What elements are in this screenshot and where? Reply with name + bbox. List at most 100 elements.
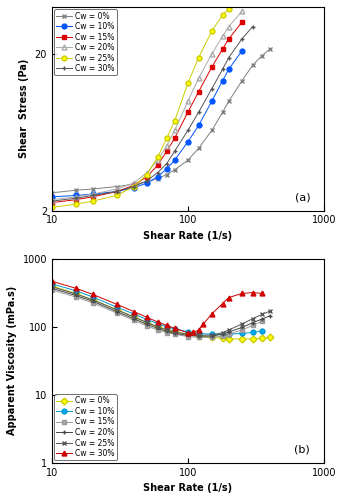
Cw = 30%	[251, 290, 255, 296]
Cw = 30%	[240, 290, 244, 296]
Cw = 30%	[197, 110, 201, 116]
Cw = 10%	[173, 157, 177, 163]
Cw = 20%	[210, 333, 214, 339]
Cw = 30%	[210, 86, 214, 92]
Cw = 0%	[74, 187, 78, 193]
Cw = 25%	[173, 118, 177, 124]
Cw = 10%	[260, 328, 264, 334]
Cw = 15%	[145, 323, 149, 329]
Cw = 15%	[210, 64, 214, 70]
Cw = 10%	[240, 48, 244, 54]
Cw = 20%	[91, 191, 95, 197]
Cw = 20%	[240, 8, 244, 14]
Cw = 0%	[91, 186, 95, 192]
Cw = 20%	[221, 331, 225, 337]
Cw = 10%	[186, 139, 190, 145]
Cw = 0%	[50, 283, 54, 289]
Cw = 30%	[221, 66, 225, 72]
Cw = 25%	[156, 154, 160, 160]
Cw = 20%	[156, 157, 160, 163]
Cw = 10%	[173, 326, 177, 332]
Line: Cw = 10%: Cw = 10%	[49, 282, 264, 337]
Cw = 25%	[186, 331, 190, 337]
Cw = 30%	[251, 24, 255, 30]
Cw = 30%	[91, 292, 95, 298]
Cw = 25%	[268, 308, 272, 314]
Cw = 10%	[240, 330, 244, 336]
Cw = 15%	[173, 331, 177, 337]
Cw = 0%	[227, 336, 231, 342]
Cw = 0%	[115, 306, 119, 312]
Cw = 20%	[50, 286, 54, 292]
Cw = 10%	[91, 294, 95, 300]
Cw = 15%	[165, 148, 169, 154]
Cw = 20%	[227, 329, 231, 335]
Cw = 25%	[260, 312, 264, 318]
Cw = 0%	[268, 46, 272, 52]
Cw = 15%	[145, 174, 149, 180]
Cw = 20%	[221, 33, 225, 39]
Cw = 25%	[173, 329, 177, 335]
Cw = 30%	[145, 314, 149, 320]
Cw = 0%	[50, 190, 54, 196]
Cw = 30%	[50, 278, 54, 284]
Cw = 25%	[227, 6, 231, 12]
Cw = 20%	[197, 333, 201, 339]
Cw = 20%	[186, 332, 190, 338]
Cw = 0%	[173, 328, 177, 334]
Cw = 15%	[240, 19, 244, 25]
Line: Cw = 25%: Cw = 25%	[49, 284, 272, 338]
Cw = 10%	[186, 328, 190, 334]
Y-axis label: Shear  Stress (Pa): Shear Stress (Pa)	[19, 59, 29, 158]
Cw = 30%	[165, 322, 169, 328]
Cw = 15%	[240, 327, 244, 333]
Cw = 25%	[50, 284, 54, 290]
Cw = 20%	[165, 328, 169, 334]
Cw = 30%	[132, 184, 136, 190]
Cw = 15%	[132, 318, 136, 324]
Cw = 30%	[197, 327, 201, 333]
Cw = 20%	[210, 51, 214, 57]
Cw = 0%	[240, 336, 244, 342]
Line: Cw = 15%: Cw = 15%	[49, 288, 264, 340]
Cw = 0%	[156, 176, 160, 182]
Cw = 0%	[260, 335, 264, 341]
Cw = 15%	[91, 300, 95, 306]
Cw = 15%	[74, 196, 78, 202]
Cw = 15%	[221, 46, 225, 52]
Cw = 30%	[74, 195, 78, 201]
Cw = 15%	[210, 334, 214, 340]
Cw = 0%	[186, 331, 190, 337]
Cw = 10%	[197, 330, 201, 336]
Cw = 25%	[240, 321, 244, 327]
Cw = 30%	[165, 160, 169, 166]
Line: Cw = 30%: Cw = 30%	[49, 24, 255, 204]
Cw = 25%	[115, 307, 119, 313]
Cw = 20%	[91, 298, 95, 304]
Legend: Cw = 0%, Cw = 10%, Cw = 15%, Cw = 20%, Cw = 25%, Cw = 30%: Cw = 0%, Cw = 10%, Cw = 15%, Cw = 20%, C…	[54, 394, 117, 460]
Cw = 0%	[251, 62, 255, 68]
Cw = 15%	[156, 162, 160, 168]
Cw = 25%	[156, 324, 160, 330]
Cw = 10%	[132, 185, 136, 191]
Cw = 30%	[115, 302, 119, 308]
Line: Cw = 30%: Cw = 30%	[49, 279, 264, 335]
Cw = 20%	[251, 320, 255, 326]
Cw = 20%	[132, 316, 136, 322]
Cw = 0%	[132, 181, 136, 187]
Cw = 15%	[186, 110, 190, 116]
Cw = 25%	[251, 316, 255, 322]
Cw = 10%	[210, 331, 214, 337]
Cw = 15%	[115, 188, 119, 194]
Cw = 30%	[145, 178, 149, 184]
Text: (b): (b)	[294, 444, 310, 454]
Cw = 20%	[173, 128, 177, 134]
Cw = 30%	[240, 36, 244, 42]
Cw = 0%	[260, 53, 264, 59]
Cw = 30%	[156, 170, 160, 175]
Cw = 0%	[210, 128, 214, 134]
Cw = 10%	[132, 311, 136, 317]
Cw = 0%	[210, 334, 214, 340]
Cw = 10%	[74, 288, 78, 294]
Cw = 30%	[191, 330, 196, 336]
